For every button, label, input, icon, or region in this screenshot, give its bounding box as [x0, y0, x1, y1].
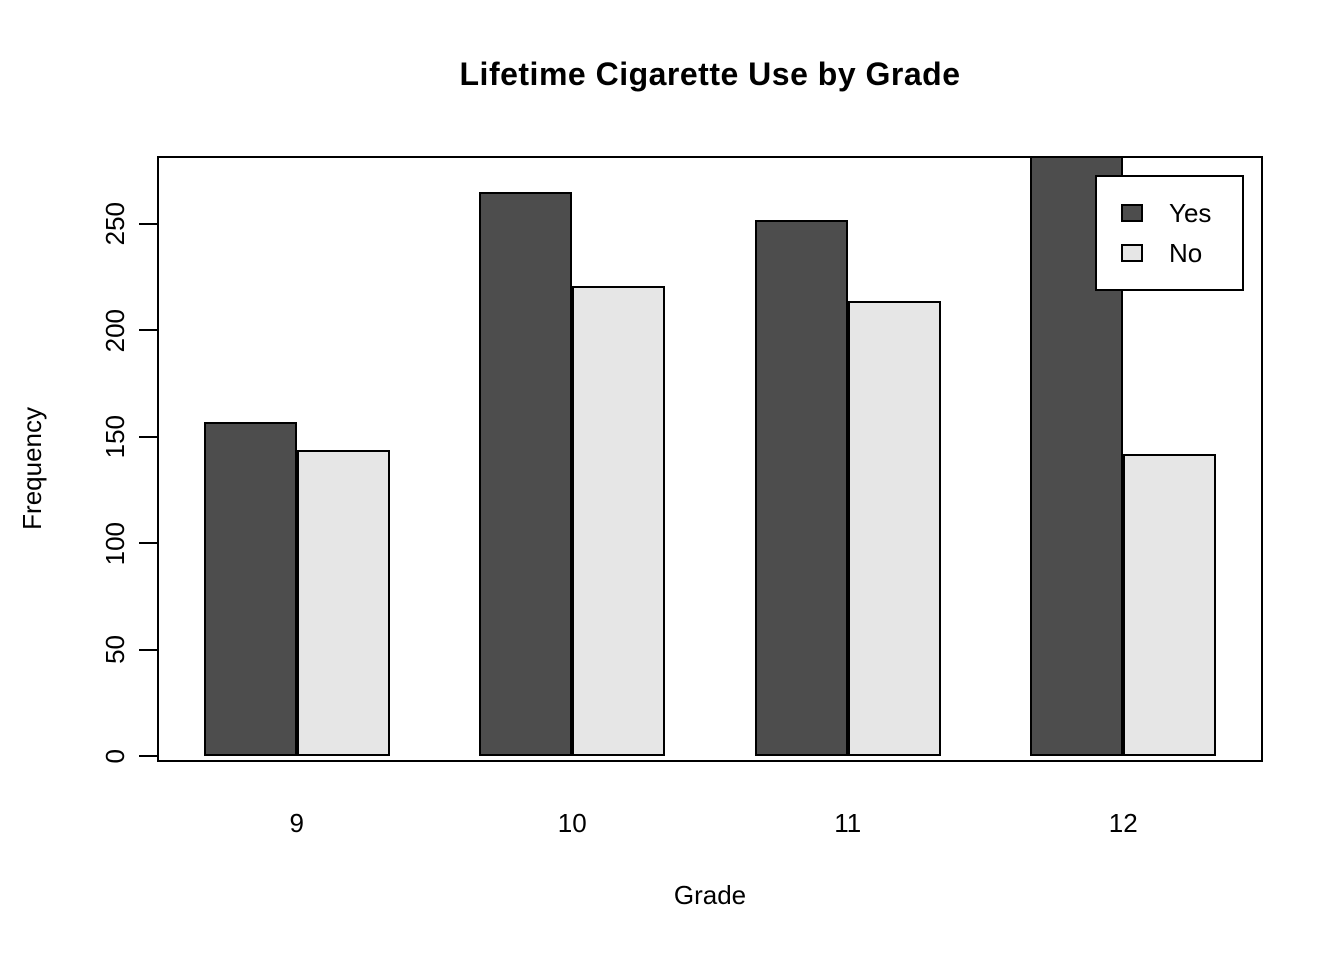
- y-tick-mark: [139, 755, 157, 757]
- y-tick-label: 0: [97, 696, 133, 816]
- y-tick-mark: [139, 648, 157, 651]
- bar-yes-grade-9: [203, 421, 297, 756]
- y-tick-label-text: 200: [99, 308, 130, 353]
- y-tick-label: 250: [97, 164, 133, 284]
- legend-label-yes: Yes: [1169, 198, 1212, 228]
- y-tick-label-text: 50: [99, 635, 130, 665]
- bar-yes-grade-11: [754, 219, 848, 756]
- bar-no-grade-10: [572, 285, 666, 756]
- y-tick-label: 50: [97, 590, 133, 710]
- bars-layer: [159, 158, 1261, 760]
- legend: Yes No: [1095, 175, 1244, 291]
- y-axis-label: Frequency: [12, 318, 52, 618]
- legend-label-no: No: [1169, 238, 1203, 268]
- bar-no-grade-12: [1123, 453, 1217, 756]
- y-tick-label: 100: [97, 483, 133, 603]
- y-tick-label-text: 150: [99, 415, 130, 459]
- legend-row: No: [1121, 240, 1242, 266]
- bar-yes-grade-10: [479, 192, 573, 756]
- bar-no-grade-9: [296, 449, 390, 756]
- x-axis-label: Grade: [673, 880, 747, 910]
- y-tick-mark: [139, 435, 157, 438]
- y-axis-label-text: Frequency: [16, 406, 47, 530]
- y-tick-label-text: 0: [99, 748, 130, 764]
- bar-no-grade-11: [847, 300, 941, 756]
- y-tick-mark: [139, 542, 157, 545]
- y-tick-label: 200: [97, 270, 133, 390]
- legend-row: Yes: [1121, 200, 1242, 226]
- x-tick-label: 12: [1108, 808, 1138, 838]
- chart-title: Lifetime Cigarette Use by Grade: [459, 56, 961, 92]
- plot-area: 0 50 100 150 200 250 9 10 11 12 Yes No: [100, 156, 1263, 838]
- x-tick-label: 9: [289, 808, 304, 838]
- y-axis: 0 50 100 150 200 250: [100, 158, 1261, 763]
- y-tick-mark: [139, 222, 157, 225]
- x-tick-label: 11: [834, 808, 862, 838]
- y-tick-label-text: 100: [99, 521, 130, 565]
- y-tick-mark: [139, 329, 157, 332]
- x-axis: 9 10 11 12: [159, 158, 1261, 838]
- y-tick-label: 150: [97, 377, 133, 497]
- legend-swatch-no: [1121, 244, 1143, 262]
- legend-swatch-yes: [1121, 204, 1143, 222]
- y-tick-label-text: 250: [99, 202, 130, 246]
- x-tick-label: 10: [557, 808, 587, 838]
